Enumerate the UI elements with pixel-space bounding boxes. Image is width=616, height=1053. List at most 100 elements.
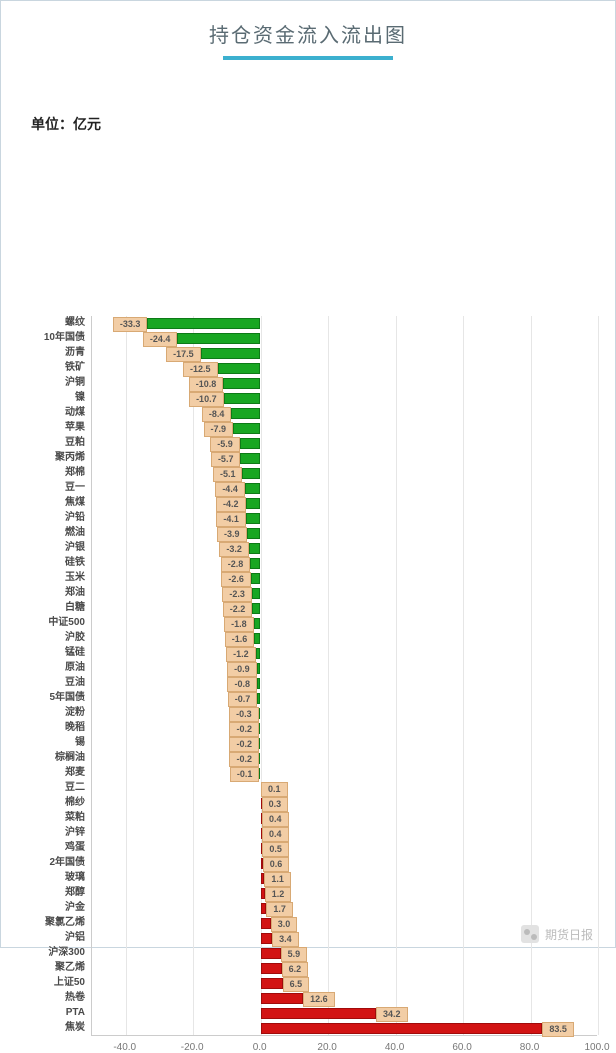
category-label: 沪胶 <box>65 633 85 643</box>
bar-row: -4.4 <box>92 481 597 496</box>
category-label: 聚氯乙烯 <box>45 918 85 928</box>
value-label: -10.7 <box>189 392 224 407</box>
bar-row: 0.4 <box>92 811 597 826</box>
category-label: 玉米 <box>65 573 85 583</box>
value-label: -10.8 <box>189 377 224 392</box>
category-label: 郑麦 <box>65 768 85 778</box>
bar-row: -7.9 <box>92 421 597 436</box>
bar <box>240 438 260 449</box>
bar <box>261 1023 543 1034</box>
value-label: -0.3 <box>229 707 259 722</box>
x-tick: 20.0 <box>317 1042 336 1053</box>
bar-row: -3.2 <box>92 541 597 556</box>
category-label: 5年国债 <box>49 693 85 703</box>
value-label: 34.2 <box>376 1007 408 1022</box>
category-label: 锡 <box>75 738 85 748</box>
category-label: 豆二 <box>65 783 85 793</box>
category-label: 沪铝 <box>65 933 85 943</box>
bar-row: -12.5 <box>92 361 597 376</box>
category-label: 菜粕 <box>65 813 85 823</box>
bar-row: -0.7 <box>92 691 597 706</box>
bar <box>201 348 260 359</box>
bar-row: -1.8 <box>92 616 597 631</box>
value-label: 0.6 <box>263 857 290 872</box>
value-label: -33.3 <box>113 317 148 332</box>
value-label: -3.9 <box>217 527 247 542</box>
value-label: -0.9 <box>227 662 257 677</box>
category-label: 动煤 <box>65 408 85 418</box>
category-label: 2年国债 <box>49 858 85 868</box>
bar <box>257 663 260 674</box>
bar <box>233 423 260 434</box>
bar-row: -4.2 <box>92 496 597 511</box>
category-label: 热卷 <box>65 993 85 1003</box>
bar-row: -8.4 <box>92 406 597 421</box>
bar-row: -0.3 <box>92 706 597 721</box>
category-label: 棉纱 <box>65 798 85 808</box>
bar <box>249 543 260 554</box>
bar <box>261 978 283 989</box>
wechat-icon <box>521 925 539 943</box>
bar <box>224 393 260 404</box>
value-label: 0.4 <box>262 812 289 827</box>
bar <box>245 483 260 494</box>
category-label: 沪深300 <box>48 948 85 958</box>
bar <box>223 378 259 389</box>
bar-row: -2.6 <box>92 571 597 586</box>
category-label: 郑醇 <box>65 888 85 898</box>
value-label: -1.8 <box>224 617 254 632</box>
value-label: -0.8 <box>227 677 257 692</box>
value-label: -2.8 <box>221 557 251 572</box>
bar-row: -5.7 <box>92 451 597 466</box>
value-label: -5.7 <box>211 452 241 467</box>
category-label: 郑油 <box>65 588 85 598</box>
bar-row: 1.7 <box>92 901 597 916</box>
value-label: 1.2 <box>265 887 292 902</box>
bar-row: -33.3 <box>92 316 597 331</box>
bar-row: -5.9 <box>92 436 597 451</box>
value-label: 6.5 <box>283 977 310 992</box>
bar-row: -0.2 <box>92 751 597 766</box>
value-label: -0.7 <box>228 692 258 707</box>
value-label: 5.9 <box>281 947 308 962</box>
category-label: 硅铁 <box>65 558 85 568</box>
x-tick: 80.0 <box>520 1042 539 1053</box>
value-label: -4.2 <box>216 497 246 512</box>
footer-source: 期货日报 <box>521 925 593 943</box>
bar <box>261 963 282 974</box>
bar-row: -0.1 <box>92 766 597 781</box>
bar-row: -0.2 <box>92 736 597 751</box>
category-label: 10年国债 <box>44 333 85 343</box>
bar-row: 5.9 <box>92 946 597 961</box>
category-label: 玻璃 <box>65 873 85 883</box>
bar <box>247 528 260 539</box>
bar-row: -10.8 <box>92 376 597 391</box>
value-label: -0.2 <box>229 737 259 752</box>
value-label: 12.6 <box>303 992 335 1007</box>
category-label: 焦煤 <box>65 498 85 508</box>
bar-row: 12.6 <box>92 991 597 1006</box>
bar <box>257 678 260 689</box>
value-label: -8.4 <box>202 407 232 422</box>
bar <box>246 513 260 524</box>
bar-row: 6.2 <box>92 961 597 976</box>
value-label: -5.9 <box>210 437 240 452</box>
bar-row: 1.2 <box>92 886 597 901</box>
bar-row: -1.2 <box>92 646 597 661</box>
category-label: 沪铅 <box>65 513 85 523</box>
category-label: 沪金 <box>65 903 85 913</box>
bar-row: 1.1 <box>92 871 597 886</box>
value-label: -2.3 <box>222 587 252 602</box>
value-label: -4.4 <box>215 482 245 497</box>
bar-row: -2.3 <box>92 586 597 601</box>
category-label: 鸡蛋 <box>65 843 85 853</box>
bar-row: -10.7 <box>92 391 597 406</box>
category-label: 沥青 <box>65 348 85 358</box>
value-label: -3.2 <box>219 542 249 557</box>
category-label: 棕榈油 <box>55 753 85 763</box>
bar <box>177 333 259 344</box>
category-label: 晚稻 <box>65 723 85 733</box>
bar-row: 0.1 <box>92 781 597 796</box>
bar <box>147 318 259 329</box>
category-label: 焦炭 <box>65 1023 85 1033</box>
